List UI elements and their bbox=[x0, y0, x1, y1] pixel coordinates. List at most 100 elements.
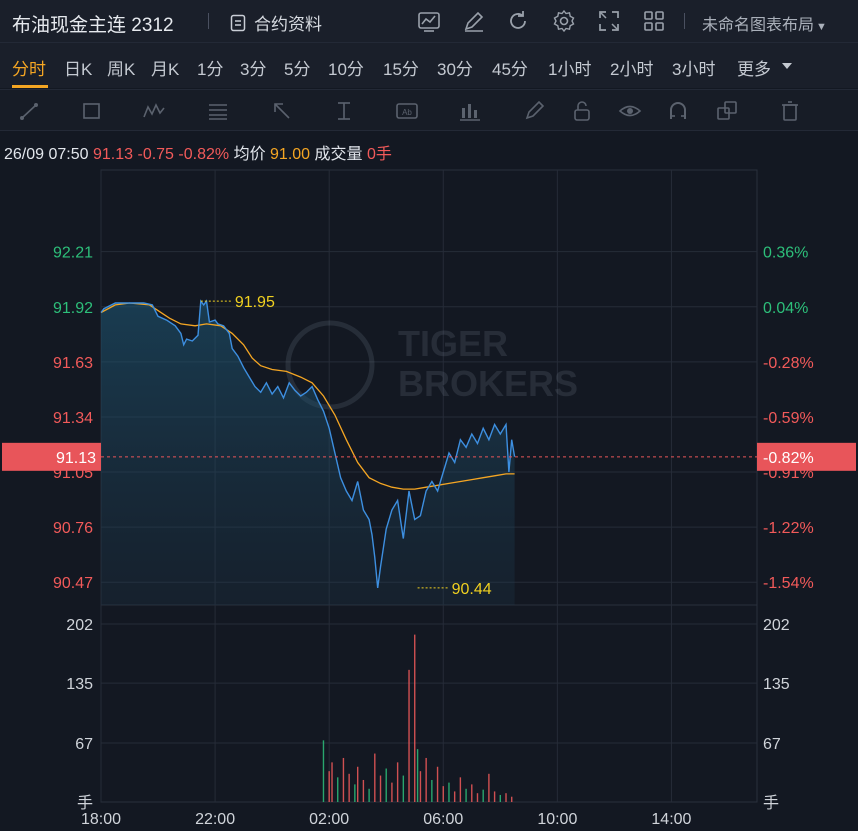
percent-tick-label: -0.59% bbox=[763, 410, 814, 427]
price-tick-label: 91.63 bbox=[53, 355, 93, 372]
period-tab-3h[interactable]: 3小时 bbox=[672, 60, 716, 79]
header-divider bbox=[684, 13, 685, 29]
period-tab-5m[interactable]: 5分 bbox=[284, 60, 311, 79]
price-tick-label: 91.34 bbox=[53, 410, 93, 427]
chart-type-icon[interactable] bbox=[417, 9, 441, 33]
volume-bar bbox=[402, 775, 405, 802]
period-tab-10m[interactable]: 10分 bbox=[328, 60, 364, 79]
percent-tick-label: -0.28% bbox=[763, 355, 814, 372]
layout-selector[interactable]: 未命名图表布局 ▼ bbox=[702, 11, 827, 35]
current-pct-label: -0.82% bbox=[763, 450, 814, 467]
high-marker-label: 91.95 bbox=[235, 294, 275, 311]
quote-change: -0.75 bbox=[137, 146, 174, 163]
volume-unit-label: 手 bbox=[77, 794, 93, 812]
price-tick-label: 91.92 bbox=[53, 300, 93, 317]
volume-bar bbox=[416, 749, 419, 802]
period-tab-week[interactable]: 周K bbox=[107, 60, 136, 79]
volume-bar bbox=[362, 779, 365, 802]
volume-bar bbox=[414, 634, 416, 802]
volume-bar bbox=[431, 779, 433, 802]
volume-bars bbox=[322, 634, 513, 802]
period-tab-1h[interactable]: 1小时 bbox=[548, 60, 592, 79]
layers-icon[interactable] bbox=[715, 99, 739, 123]
volume-tick-label: 202 bbox=[66, 617, 93, 634]
measure-icon[interactable] bbox=[332, 99, 356, 123]
avg-price-label: 均价 bbox=[233, 146, 266, 163]
volume-bar bbox=[391, 782, 393, 802]
quote-info-line: 26/09 07:50 91.13 -0.75 -0.82% 均价 91.00 … bbox=[4, 140, 392, 164]
volume-bar bbox=[342, 757, 345, 802]
refresh-icon[interactable] bbox=[506, 9, 530, 33]
volume-bar bbox=[328, 771, 330, 802]
period-tab-2h[interactable]: 2小时 bbox=[610, 60, 654, 79]
intraday-chart[interactable]: TIGER BROKERS 91.95 90.44 92.21 91.92 91.63… bbox=[0, 160, 858, 831]
volume-bar bbox=[356, 766, 359, 802]
period-tab-more[interactable]: 更多 bbox=[737, 60, 771, 79]
volume-bar bbox=[453, 791, 456, 802]
text-label-icon[interactable]: Ab bbox=[395, 99, 419, 123]
volume-bar bbox=[448, 782, 450, 802]
percent-tick-label: -1.54% bbox=[763, 575, 814, 592]
contract-info-button[interactable]: 合约资料 bbox=[230, 10, 322, 35]
brush-icon[interactable] bbox=[522, 99, 546, 123]
fib-icon[interactable] bbox=[206, 99, 230, 123]
price-tick-label: 90.76 bbox=[53, 520, 93, 537]
volume-bar bbox=[442, 786, 444, 802]
lock-icon[interactable] bbox=[570, 99, 594, 123]
volume-bar bbox=[493, 791, 496, 802]
price-tick-label: 90.47 bbox=[53, 575, 93, 592]
header-bar: 布油现金主连 2312 合约资料 bbox=[0, 0, 858, 42]
period-tab-3m[interactable]: 3分 bbox=[240, 60, 267, 79]
volume-bar bbox=[408, 669, 410, 802]
indicator-icon[interactable] bbox=[458, 99, 482, 123]
contract-info-label: 合约资料 bbox=[254, 15, 322, 34]
document-icon bbox=[230, 14, 246, 31]
volume-bar bbox=[419, 771, 422, 802]
watermark-line2: BROKERS bbox=[398, 363, 578, 404]
volume-bar bbox=[348, 773, 350, 802]
price-tick-label: 92.21 bbox=[53, 245, 93, 262]
percent-tick-label: 0.36% bbox=[763, 245, 808, 262]
period-tab-45m[interactable]: 45分 bbox=[492, 60, 528, 79]
period-tab-day[interactable]: 日K bbox=[64, 60, 93, 79]
current-price-label: 91.13 bbox=[56, 450, 96, 467]
volume-label: 成交量 bbox=[314, 146, 363, 163]
instrument-title[interactable]: 布油现金主连 2312 bbox=[12, 15, 174, 36]
broker-watermark: TIGER BROKERS bbox=[285, 320, 578, 410]
arrow-icon[interactable] bbox=[270, 99, 294, 123]
volume-value: 0手 bbox=[367, 146, 392, 163]
period-tab-15m[interactable]: 15分 bbox=[383, 60, 419, 79]
edit-icon[interactable] bbox=[462, 9, 486, 33]
period-tab-month[interactable]: 月K bbox=[151, 60, 180, 79]
period-tab-30m[interactable]: 30分 bbox=[437, 60, 473, 79]
trash-icon[interactable] bbox=[778, 99, 802, 123]
volume-bar bbox=[499, 794, 502, 802]
period-tab-intraday[interactable]: 分时 bbox=[12, 60, 46, 79]
current-pct-box-right bbox=[757, 442, 856, 471]
volume-bar bbox=[436, 766, 439, 802]
volume-bar bbox=[511, 796, 513, 802]
volume-bar bbox=[476, 793, 479, 802]
grid-layout-icon[interactable] bbox=[642, 9, 666, 33]
settings-gear-icon[interactable] bbox=[552, 9, 576, 33]
eye-icon[interactable] bbox=[618, 99, 642, 123]
volume-bar bbox=[396, 762, 399, 802]
magnet-icon[interactable] bbox=[666, 99, 690, 123]
drawing-toolbar: Ab bbox=[0, 89, 858, 131]
active-tab-indicator bbox=[12, 85, 48, 88]
low-marker-label: 90.44 bbox=[452, 581, 492, 598]
watermark-line1: TIGER bbox=[398, 323, 508, 364]
rectangle-icon[interactable] bbox=[80, 99, 104, 123]
trend-line-icon[interactable] bbox=[18, 99, 42, 123]
more-dropdown-icon bbox=[782, 63, 792, 69]
svg-text:Ab: Ab bbox=[402, 108, 412, 117]
volume-bar bbox=[459, 777, 462, 802]
period-tab-1m[interactable]: 1分 bbox=[197, 60, 224, 79]
volume-bar bbox=[354, 784, 356, 802]
volume-tick-label-right: 135 bbox=[763, 676, 790, 693]
volume-bar bbox=[385, 768, 387, 802]
fullscreen-icon[interactable] bbox=[597, 9, 621, 33]
volume-tick-label: 67 bbox=[75, 736, 93, 753]
high-low-markers: 91.95 90.44 bbox=[200, 294, 492, 598]
wave-pattern-icon[interactable] bbox=[142, 99, 166, 123]
